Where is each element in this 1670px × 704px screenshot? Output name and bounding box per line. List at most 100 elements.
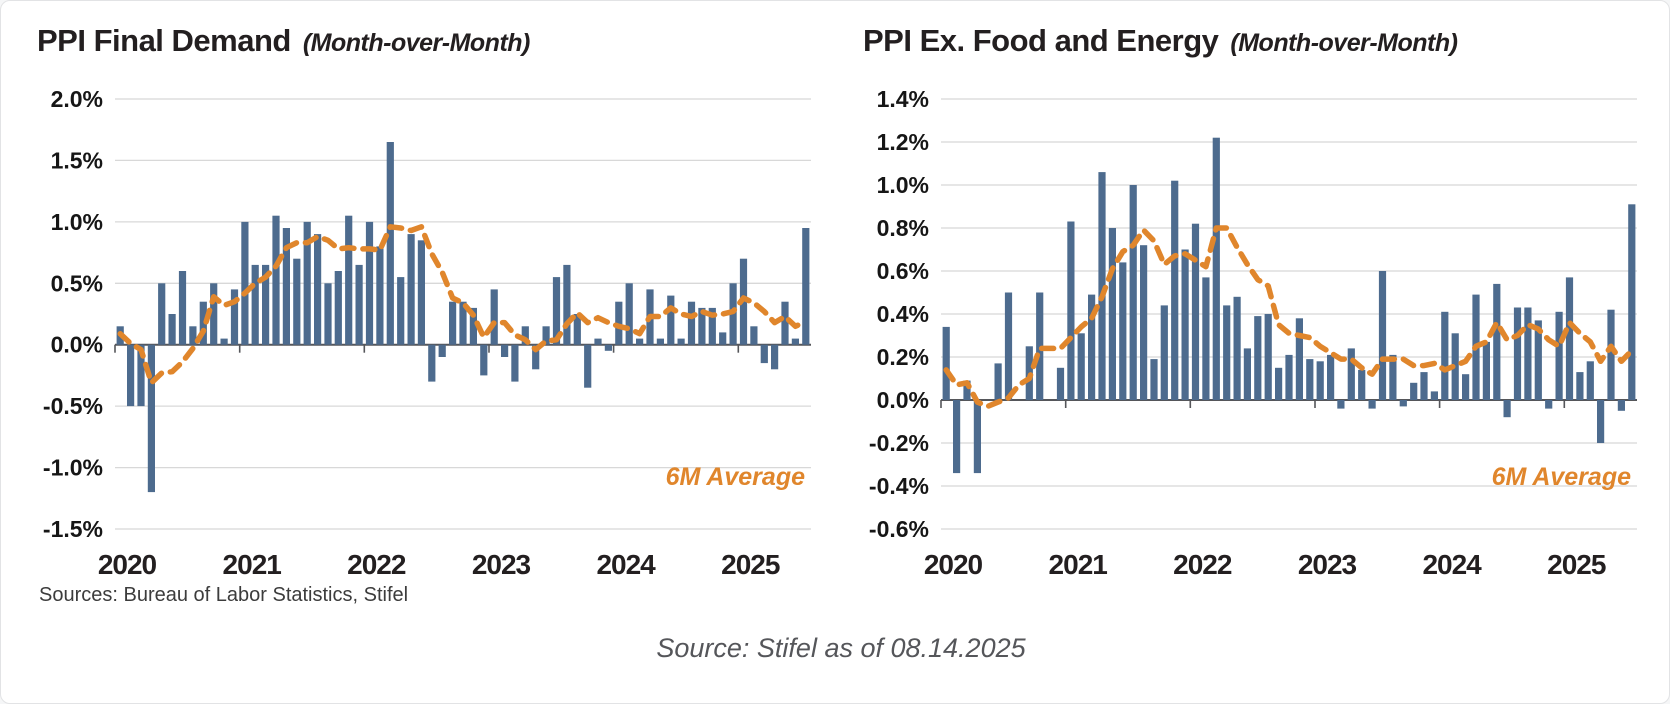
x-year-label: 2020 [98,549,157,580]
bar [1295,318,1303,400]
bar [178,271,187,345]
bar [365,221,374,345]
y-tick-label: -0.4% [869,473,929,499]
bar [1534,320,1542,400]
x-year-label: 2020 [924,549,983,580]
bar [147,344,155,493]
bar [542,326,550,345]
bar [719,332,727,345]
y-tick-label: 1.0% [877,172,929,198]
bar [189,326,197,345]
y-tick-label: 0.4% [877,301,929,327]
x-year-label: 2024 [596,549,656,580]
bar [552,277,561,345]
bar [1119,262,1127,400]
x-year-label: 2021 [1049,549,1108,580]
ppi-final-demand-title-row: PPI Final Demand (Month-over-Month) [25,23,825,77]
bar [584,344,592,388]
bar [667,295,675,345]
bar [1347,348,1355,400]
y-tick-label: 0.6% [877,258,929,284]
bar [677,338,685,345]
bar [1108,228,1116,400]
bar [417,240,425,345]
bar [428,344,436,382]
bar [386,142,394,345]
bar [1181,249,1189,400]
y-tick-label: 0.0% [51,332,103,358]
x-year-label: 2024 [1422,549,1482,580]
bar [1098,172,1106,400]
bar [282,228,290,345]
bar [469,307,477,345]
y-tick-label: 0.2% [877,344,929,370]
gridlines: 1.4% 1.2% 1.0% 0.8% 0.6% 0.4% 0.2% 0.0% -0.2% -0.… [869,86,1637,542]
ppi-ex-food-energy-panel: PPI Ex. Food and Energy (Month-over-Mont… [851,17,1651,607]
bar [994,363,1002,400]
bar [636,338,644,345]
bar [1056,367,1065,401]
six-month-average-legend: 6M Average [1492,463,1632,491]
bar [407,234,415,345]
bar [594,338,602,345]
bar [1565,277,1574,400]
ppi-ex-food-energy-title-row: PPI Ex. Food and Energy (Month-over-Mont… [851,23,1651,77]
bar [750,326,758,345]
bar [168,314,176,345]
x-year-label: 2022 [347,549,406,580]
x-year-label: 2025 [1547,549,1606,580]
y-tick-label: 1.4% [877,86,929,112]
bar [1160,305,1168,400]
bar [708,307,716,345]
bar [1368,400,1376,409]
bar [137,344,145,407]
bar [1503,400,1511,418]
bar [687,301,696,345]
x-year-label: 2025 [721,549,780,580]
bar [625,283,633,345]
bar [480,344,488,376]
bar [791,338,799,345]
bar [1254,316,1262,400]
bar [1378,271,1387,400]
bar [376,246,384,345]
bar [1036,292,1044,400]
bar [303,221,311,345]
bar [1306,359,1314,400]
bar [355,264,363,345]
bar [1088,294,1096,400]
bar [760,344,768,364]
chart-footnote: Sources: Bureau of Labor Statistics, Sti… [39,584,409,606]
bar [1607,309,1615,400]
bar [1628,204,1636,400]
bar [1389,354,1397,400]
bar [1576,372,1584,400]
bar [1430,391,1438,400]
bar [1202,277,1210,400]
bar [1285,354,1293,400]
bar [1150,359,1158,400]
bar [1327,354,1335,400]
y-tick-label: -1.5% [43,516,103,542]
bar [1420,372,1428,400]
bar [656,338,664,345]
bar [1462,374,1470,400]
bar [1067,221,1075,400]
bar [1493,283,1501,400]
bar [532,344,540,370]
bar [1337,400,1345,409]
bar [1316,361,1324,400]
chart-subtitle: (Month-over-Month) [1230,29,1458,57]
bar [573,314,581,345]
bar [449,301,457,345]
chart-subtitle: (Month-over-Month) [302,29,531,57]
bar [501,344,509,357]
y-tick-label: 1.2% [877,129,929,155]
bar [438,344,446,357]
chart-title: PPI Final Demand [37,23,291,58]
bar [1264,314,1272,400]
bar [563,264,571,345]
bar [1212,137,1220,400]
bar [345,215,353,345]
